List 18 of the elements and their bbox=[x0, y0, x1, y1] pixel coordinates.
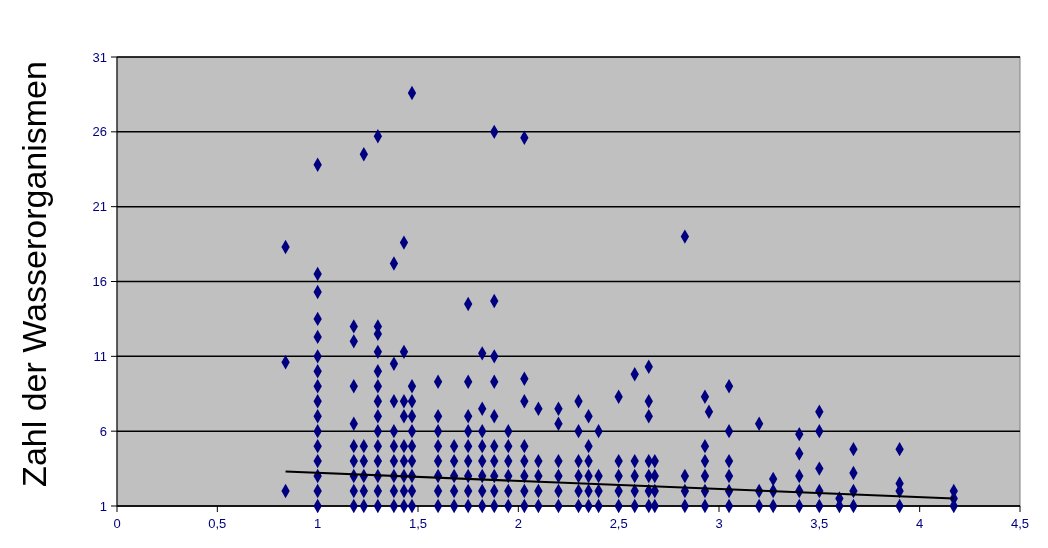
y-tick-label: 16 bbox=[92, 274, 107, 290]
y-tick-label: 31 bbox=[92, 49, 107, 65]
x-tick-label: 4 bbox=[916, 516, 924, 531]
y-tick-label: 11 bbox=[93, 348, 107, 364]
x-tick-label: 2,5 bbox=[609, 516, 628, 531]
y-tick-label: 26 bbox=[92, 124, 107, 140]
x-tick-label: 1,5 bbox=[408, 516, 428, 531]
x-tick-label: 4,5 bbox=[1010, 516, 1030, 531]
x-tick-label: 1 bbox=[314, 516, 322, 531]
y-tick-label: 1 bbox=[99, 498, 107, 514]
x-tick-label: 2 bbox=[514, 516, 522, 531]
x-tick-label: 0,5 bbox=[208, 516, 227, 531]
x-tick-label: 3,5 bbox=[810, 516, 829, 531]
y-tick-label: 6 bbox=[99, 423, 107, 439]
y-tick-label: 21 bbox=[92, 199, 107, 215]
y-axis-title: Zahl der Wasserorganismen bbox=[15, 61, 53, 487]
x-tick-label: 0 bbox=[113, 516, 121, 531]
x-tick-label: 3 bbox=[715, 516, 723, 531]
